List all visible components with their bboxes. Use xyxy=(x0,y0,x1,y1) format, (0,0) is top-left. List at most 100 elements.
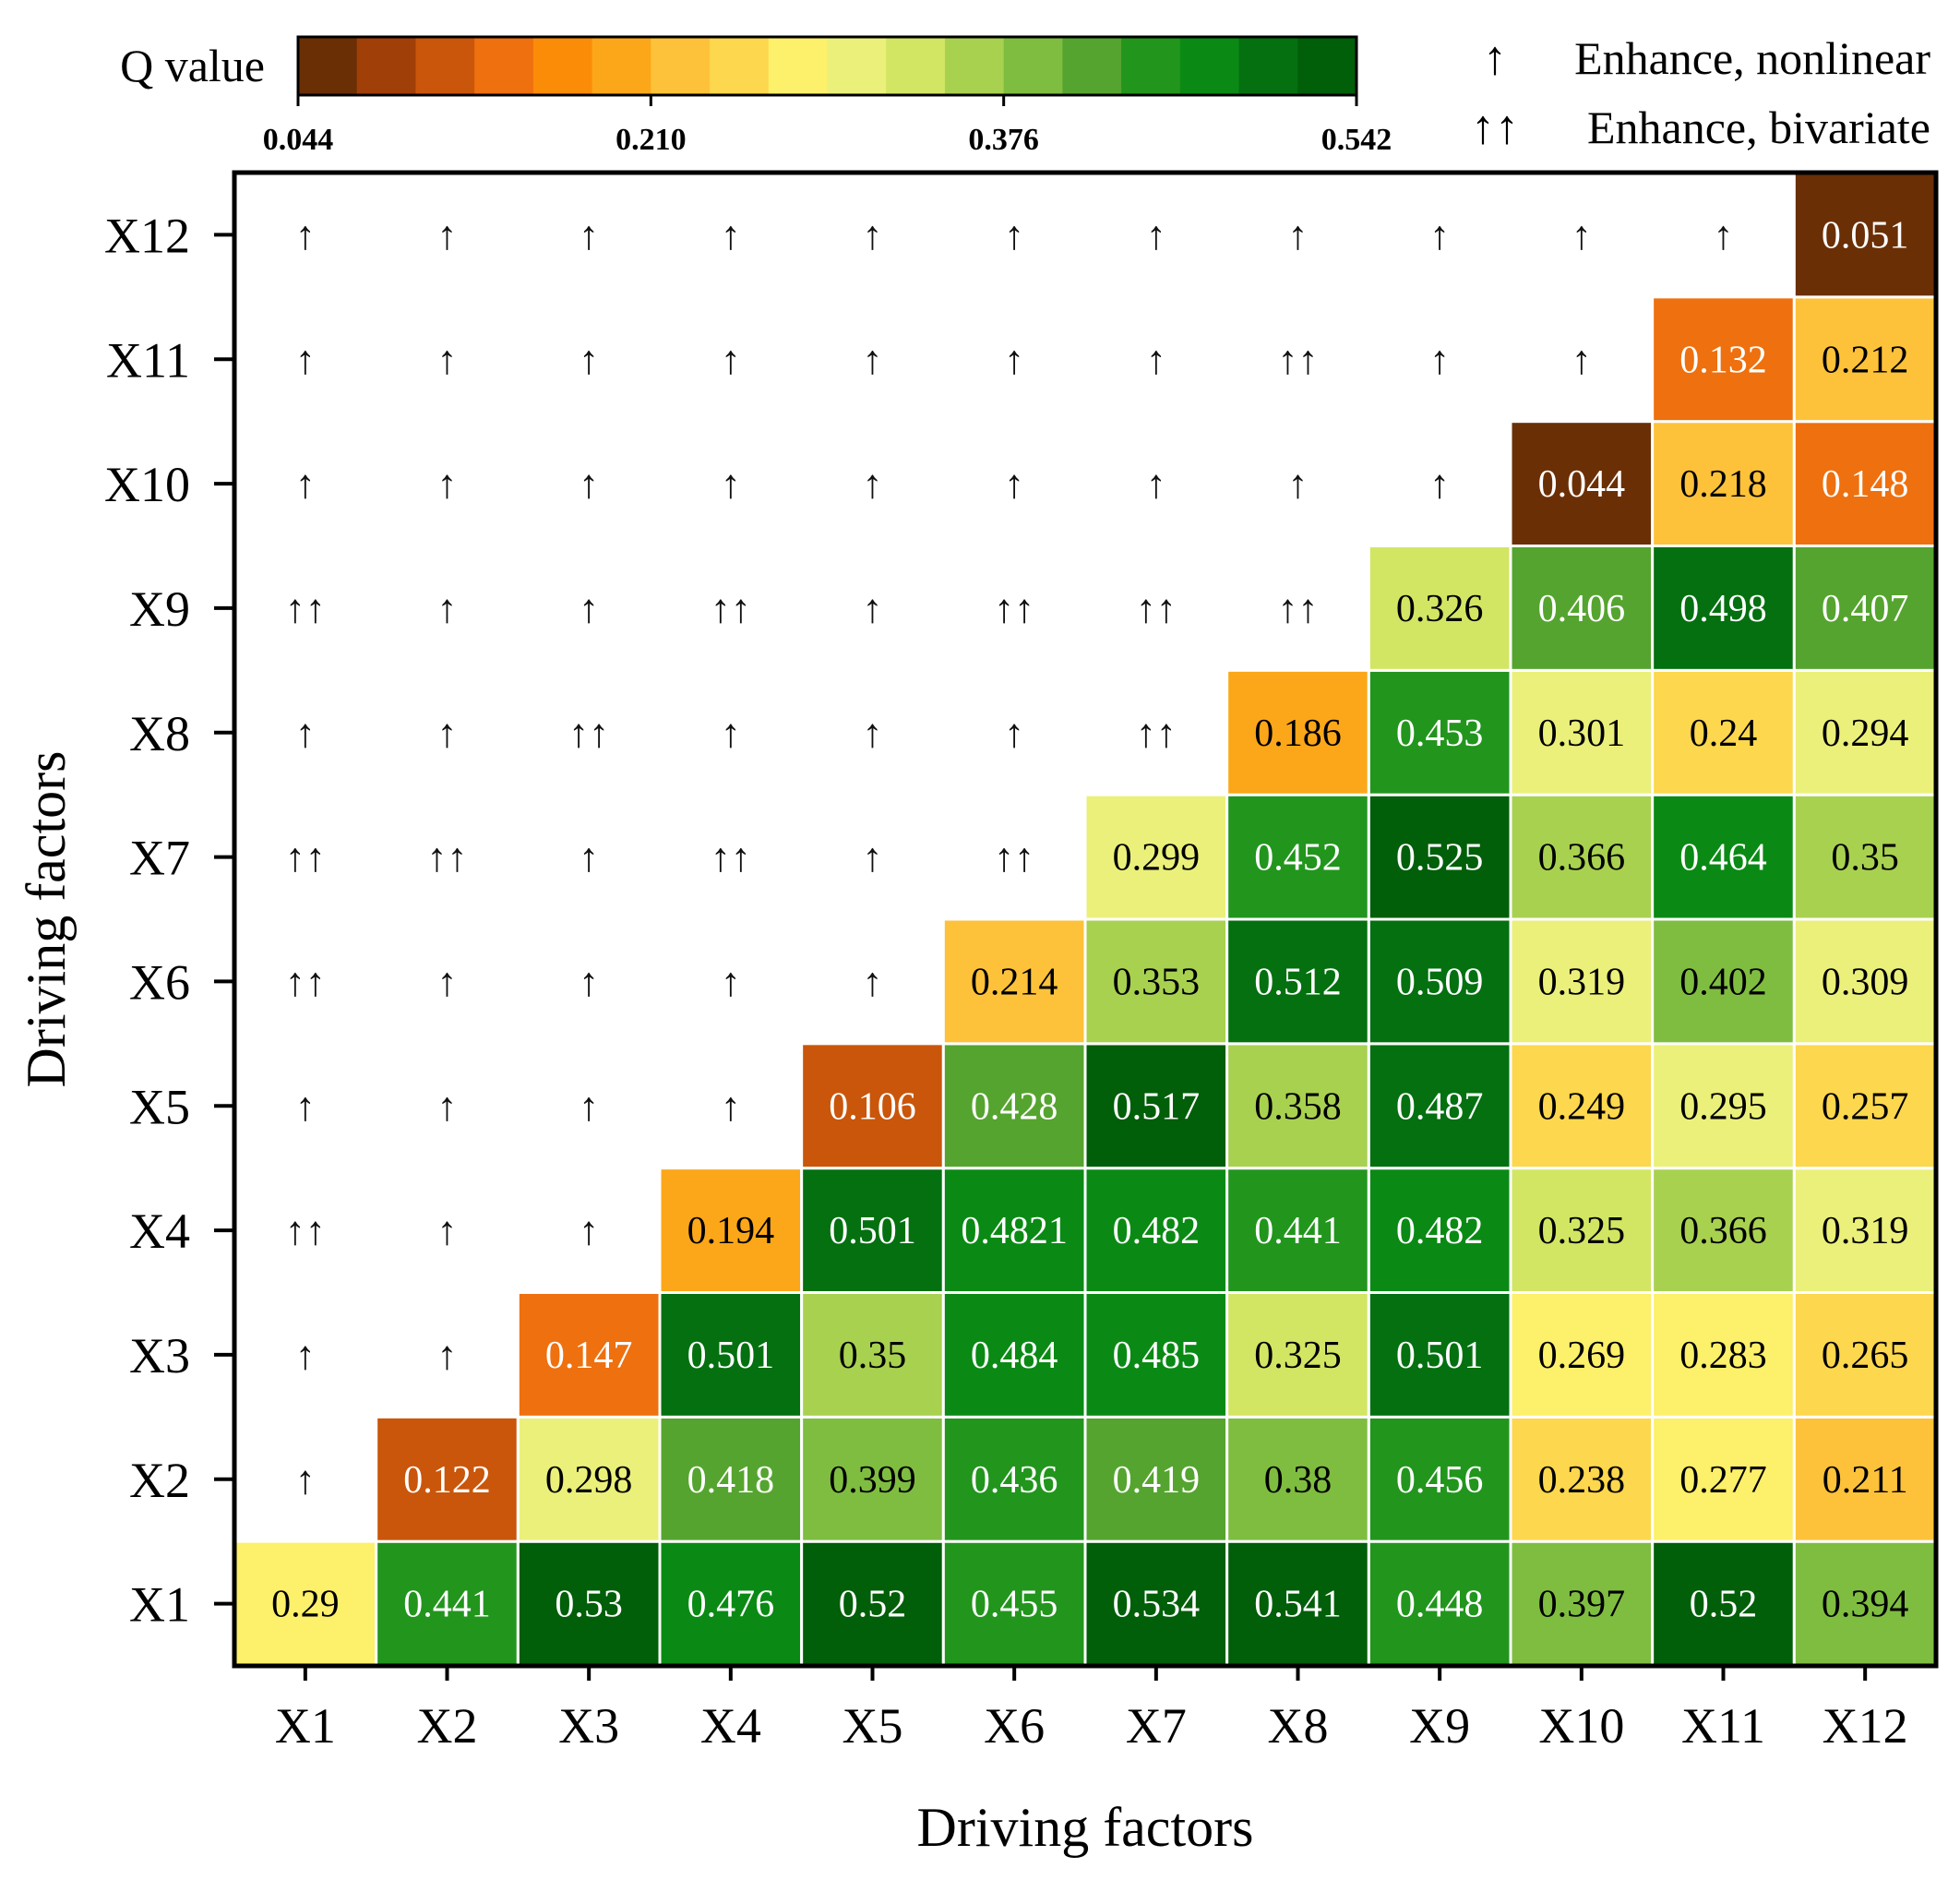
cell-value-label: 0.441 xyxy=(403,1584,491,1626)
cell-value-label: 0.265 xyxy=(1822,1335,1909,1377)
colorbar-swatch xyxy=(651,37,711,95)
x-tick-label: X4 xyxy=(700,1698,761,1754)
cell-value-label: 0.147 xyxy=(545,1335,633,1377)
heatmap-cell xyxy=(658,1415,804,1543)
heatmap-cell xyxy=(1367,1539,1512,1668)
colorbar-tick-label: 0.210 xyxy=(615,123,687,157)
colorbar-swatch xyxy=(415,37,475,95)
interaction-arrow: ↑↑ xyxy=(285,835,326,880)
heatmap-cell xyxy=(941,917,1087,1046)
heatmap-cell xyxy=(1083,793,1229,921)
heatmap-cell xyxy=(1651,295,1796,424)
y-tick-label: X7 xyxy=(129,831,190,886)
colorbar-swatch xyxy=(298,37,358,95)
interaction-arrow: ↑ xyxy=(295,461,316,507)
heatmap-cell xyxy=(941,1291,1087,1419)
cell-value-label: 0.512 xyxy=(1254,961,1342,1003)
cell-value-label: 0.436 xyxy=(971,1459,1058,1502)
cell-value-label: 0.051 xyxy=(1822,214,1909,257)
heatmap-cell xyxy=(516,1415,662,1543)
cell-value-label: 0.399 xyxy=(829,1459,916,1502)
x-tick-label: X7 xyxy=(1126,1698,1187,1754)
cell-value-label: 0.295 xyxy=(1679,1085,1767,1128)
cell-value-label: 0.407 xyxy=(1822,588,1909,630)
cell-value-label: 0.353 xyxy=(1113,961,1201,1003)
interaction-arrow: ↑ xyxy=(721,1084,741,1129)
interaction-arrow: ↑ xyxy=(437,337,458,382)
y-tick-label: X11 xyxy=(106,332,190,388)
y-tick-label: X8 xyxy=(129,706,190,761)
interaction-arrow: ↑↑ xyxy=(711,835,751,880)
cell-value-label: 0.35 xyxy=(839,1335,907,1377)
cell-value-label: 0.484 xyxy=(971,1335,1058,1377)
heatmap-cell xyxy=(800,1415,945,1543)
interaction-arrow: ↑ xyxy=(721,212,741,257)
cell-value-label: 0.53 xyxy=(555,1584,623,1626)
interaction-arrow: ↑ xyxy=(1429,337,1450,382)
interaction-arrow: ↑ xyxy=(721,711,741,756)
heatmap-cell xyxy=(1509,917,1655,1046)
x-tick-label: X10 xyxy=(1538,1698,1624,1754)
heatmap-cell xyxy=(1509,1042,1655,1170)
cell-value-label: 0.319 xyxy=(1822,1210,1909,1252)
cell-value-label: 0.419 xyxy=(1113,1459,1201,1502)
cell-value-label: 0.29 xyxy=(271,1584,340,1626)
interaction-arrow: ↑ xyxy=(437,1084,458,1129)
heatmap-cell xyxy=(1509,668,1655,796)
cell-value-label: 0.238 xyxy=(1538,1459,1626,1502)
cell-value-label: 0.441 xyxy=(1254,1210,1342,1252)
cell-value-label: 0.418 xyxy=(687,1459,775,1502)
cell-value-label: 0.406 xyxy=(1538,588,1626,630)
cell-value-label: 0.428 xyxy=(971,1085,1058,1128)
heatmap-cell xyxy=(1367,1291,1512,1419)
colorbar: Q value 0.044 0.210 0.376 0.542 xyxy=(120,35,1392,157)
colorbar-title: Q value xyxy=(120,40,265,91)
colorbar-tick-label: 0.376 xyxy=(968,123,1039,157)
cell-value-label: 0.283 xyxy=(1679,1335,1767,1377)
y-tick-label: X5 xyxy=(129,1079,190,1134)
interaction-arrow: ↑ xyxy=(1572,212,1592,257)
cell-value-label: 0.301 xyxy=(1538,712,1626,755)
interaction-arrow: ↑ xyxy=(579,1084,599,1129)
interaction-arrow: ↑ xyxy=(437,461,458,507)
heatmap-cell xyxy=(800,1291,945,1419)
heatmap-cell xyxy=(1225,1042,1370,1170)
interaction-arrow: ↑↑ xyxy=(427,835,468,880)
colorbar-swatch xyxy=(1062,37,1122,95)
interaction-arrow: ↑↑ xyxy=(285,586,326,631)
cell-value-label: 0.294 xyxy=(1822,712,1909,755)
colorbar-swatch xyxy=(1121,37,1181,95)
cell-value-label: 0.453 xyxy=(1396,712,1484,755)
interaction-arrow: ↑ xyxy=(1572,337,1592,382)
colorbar-swatch xyxy=(1238,37,1298,95)
heatmap-cell xyxy=(1225,793,1370,921)
colorbar-swatch xyxy=(592,37,651,95)
heatmap-cell xyxy=(1225,668,1370,796)
interaction-arrow: ↑ xyxy=(1288,212,1309,257)
interaction-arrow: ↑ xyxy=(579,461,599,507)
cell-value-label: 0.509 xyxy=(1396,961,1484,1003)
heatmap-cell xyxy=(1509,1291,1655,1419)
cell-value-label: 0.358 xyxy=(1254,1085,1342,1128)
colorbar-frame xyxy=(296,35,1358,97)
y-tick-label: X2 xyxy=(129,1453,190,1508)
cell-value-label: 0.487 xyxy=(1396,1085,1484,1128)
cell-value-label: 0.325 xyxy=(1254,1335,1342,1377)
interaction-arrow: ↑ xyxy=(437,1208,458,1253)
y-tick-label: X10 xyxy=(104,457,190,512)
cell-value-label: 0.394 xyxy=(1822,1584,1909,1626)
heatmap-cell xyxy=(1792,917,1938,1046)
colorbar-swatch xyxy=(886,37,946,95)
y-tick-label: X4 xyxy=(129,1203,190,1259)
cell-value-label: 0.498 xyxy=(1679,588,1767,630)
cell-value-label: 0.501 xyxy=(687,1335,775,1377)
cell-value-label: 0.525 xyxy=(1396,837,1484,880)
cell-value-label: 0.38 xyxy=(1264,1459,1333,1502)
interaction-arrow: ↑ xyxy=(863,212,883,257)
colorbar-swatch xyxy=(356,37,416,95)
interaction-arrow: ↑ xyxy=(437,959,458,1004)
heatmap-cell xyxy=(1509,1539,1655,1668)
heatmap-cell xyxy=(1083,1415,1229,1543)
heatmap-cell xyxy=(1083,917,1229,1046)
cell-value-label: 0.35 xyxy=(1831,837,1899,880)
